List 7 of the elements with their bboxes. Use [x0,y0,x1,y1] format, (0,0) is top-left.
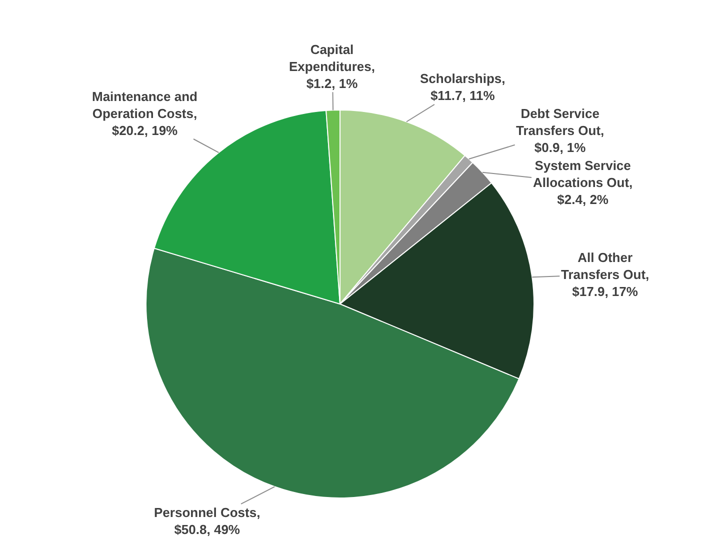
slice-label: Scholarships, $11.7, 11% [420,71,506,103]
slice-label: Personnel Costs, $50.8, 49% [154,505,260,537]
slice-label: Debt Service Transfers Out, $0.9, 1% [516,106,604,155]
slice-label: System Service Allocations Out, $2.4, 2% [533,158,633,207]
slice-label: Capital Expenditures, $1.2, 1% [289,42,375,91]
slice-label: Maintenance and Operation Costs, $20.2, 19% [92,89,198,138]
slice-label: All Other Transfers Out, $17.9, 17% [561,250,650,299]
